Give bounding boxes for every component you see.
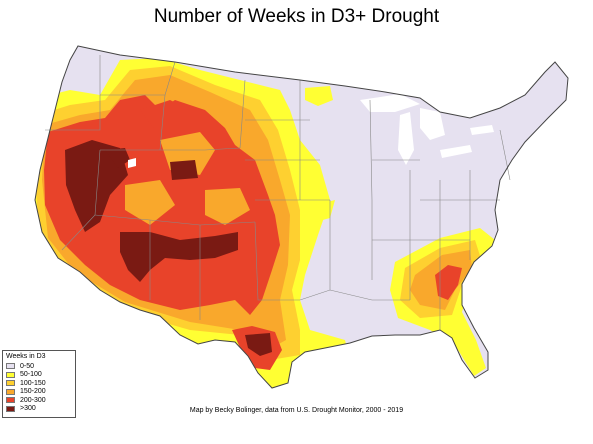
lake-huron xyxy=(420,108,445,140)
legend-label: 0-50 xyxy=(20,362,35,370)
region-over-300-great-basin xyxy=(105,148,130,168)
legend-item: 200-300 xyxy=(6,396,72,405)
legend-title: Weeks in D3 xyxy=(6,353,46,360)
legend-item: 100-150 xyxy=(6,379,72,388)
legend-item: 50-100 xyxy=(6,371,72,380)
region-over-300-nevada xyxy=(65,140,128,232)
lake-michigan xyxy=(398,112,414,165)
legend-swatch xyxy=(6,371,15,378)
region-over-300-wyoming xyxy=(170,160,198,180)
region-200-300-georgia xyxy=(435,265,462,300)
region-pocket-utah xyxy=(125,180,175,225)
us-outline xyxy=(34,45,569,389)
legend-label: >300 xyxy=(20,405,36,413)
region-over-300-four-corners xyxy=(120,232,238,282)
legend: Weeks in D3 0-50 50-100 100-150 150-200 … xyxy=(2,350,76,418)
legend-item: >300 xyxy=(6,405,72,414)
legend-swatch xyxy=(6,388,15,395)
legend-swatch xyxy=(6,397,15,404)
region-50-100-north-dakota xyxy=(305,86,333,106)
legend-label: 100-150 xyxy=(20,379,46,387)
map-title: Number of Weeks in D3+ Drought xyxy=(153,6,440,27)
legend-label: 150-200 xyxy=(20,388,46,396)
region-over-300-texas xyxy=(245,333,272,356)
legend-swatch xyxy=(6,405,15,412)
legend-item: 0-50 xyxy=(6,362,72,371)
region-pocket-colorado xyxy=(205,188,250,225)
legend-swatch xyxy=(6,363,15,370)
map-credit: Map by Becky Bolinger, data from U.S. Dr… xyxy=(189,407,404,414)
lake-erie xyxy=(440,145,472,158)
great-salt-lake xyxy=(128,158,136,168)
region-200-300-oregon xyxy=(140,100,190,130)
legend-swatch xyxy=(6,380,15,387)
legend-label: 200-300 xyxy=(20,396,46,404)
state-borders xyxy=(45,55,511,330)
lake-superior xyxy=(360,94,420,112)
lake-ontario xyxy=(470,125,494,135)
legend-label: 50-100 xyxy=(20,371,42,379)
legend-item: 150-200 xyxy=(6,388,72,397)
